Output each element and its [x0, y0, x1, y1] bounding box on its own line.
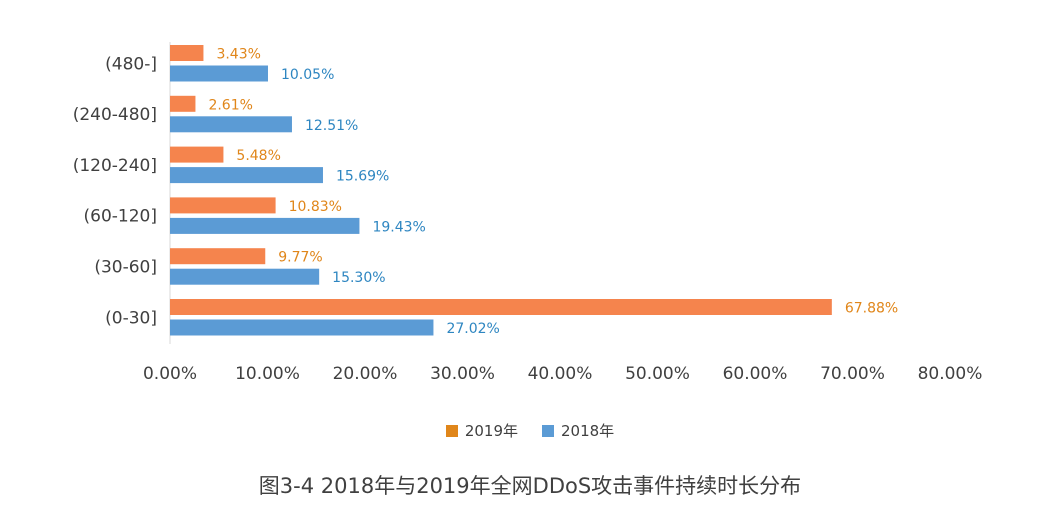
bar-2019 [170, 248, 266, 265]
data-label: 10.83% [289, 199, 342, 215]
y-tick-label: (120-240] [73, 156, 157, 176]
y-tick-label: (240-480] [73, 105, 157, 125]
bar-2018 [170, 116, 292, 133]
figure-caption: 图3-4 2018年与2019年全网DDoS攻击事件持续时长分布 [258, 474, 802, 498]
data-label: 19.43% [372, 219, 425, 235]
x-tick-label: 10.00% [235, 364, 300, 384]
data-label: 9.77% [278, 250, 322, 266]
x-tick-label: 20.00% [333, 364, 398, 384]
legend-swatch-2019 [445, 424, 458, 437]
y-tick-label: (480-] [105, 54, 157, 74]
data-label: 5.48% [236, 148, 280, 164]
x-tick-label: 70.00% [820, 364, 885, 384]
legend-label-2018: 2018年 [561, 422, 615, 440]
bar-2019 [170, 146, 224, 163]
data-label: 2.61% [208, 97, 252, 113]
bar-chart: (0-30] 67.88% 27.02% (30-60] 9.77% 15.30% (60-… [73, 42, 983, 384]
data-label: 15.30% [332, 270, 385, 286]
bar-2018 [170, 319, 434, 336]
legend: 2019年 2018年 [0, 420, 1060, 441]
y-tick-label: (60-120] [84, 207, 157, 227]
x-tick-label: 30.00% [430, 364, 495, 384]
bar-2019 [170, 299, 832, 315]
legend-label-2019: 2019年 [464, 422, 518, 440]
bar-2019 [170, 45, 204, 61]
data-label: 27.02% [446, 321, 499, 337]
bar-2018 [170, 217, 360, 234]
x-tick-label: 50.00% [625, 364, 690, 384]
data-label: 3.43% [216, 47, 260, 63]
bar-2019 [170, 95, 196, 112]
bar-2018 [170, 65, 268, 82]
data-label: 12.51% [305, 118, 358, 134]
legend-item-2018: 2018年 [542, 420, 614, 441]
bar-2018 [170, 268, 320, 285]
x-tick-label: 60.00% [723, 364, 788, 384]
data-label: 15.69% [336, 169, 389, 185]
legend-item-2019: 2019年 [445, 420, 518, 441]
x-tick-label: 80.00% [918, 364, 983, 384]
x-tick-label: 0.00% [143, 364, 197, 384]
data-label: 10.05% [281, 67, 334, 83]
y-tick-label: (0-30] [105, 308, 157, 328]
bar-2019 [170, 197, 276, 214]
legend-swatch-2018 [542, 424, 554, 437]
data-label: 67.88% [845, 301, 898, 317]
y-tick-label: (30-60] [94, 257, 157, 277]
bar-2018 [170, 167, 323, 184]
x-tick-label: 40.00% [528, 364, 593, 384]
